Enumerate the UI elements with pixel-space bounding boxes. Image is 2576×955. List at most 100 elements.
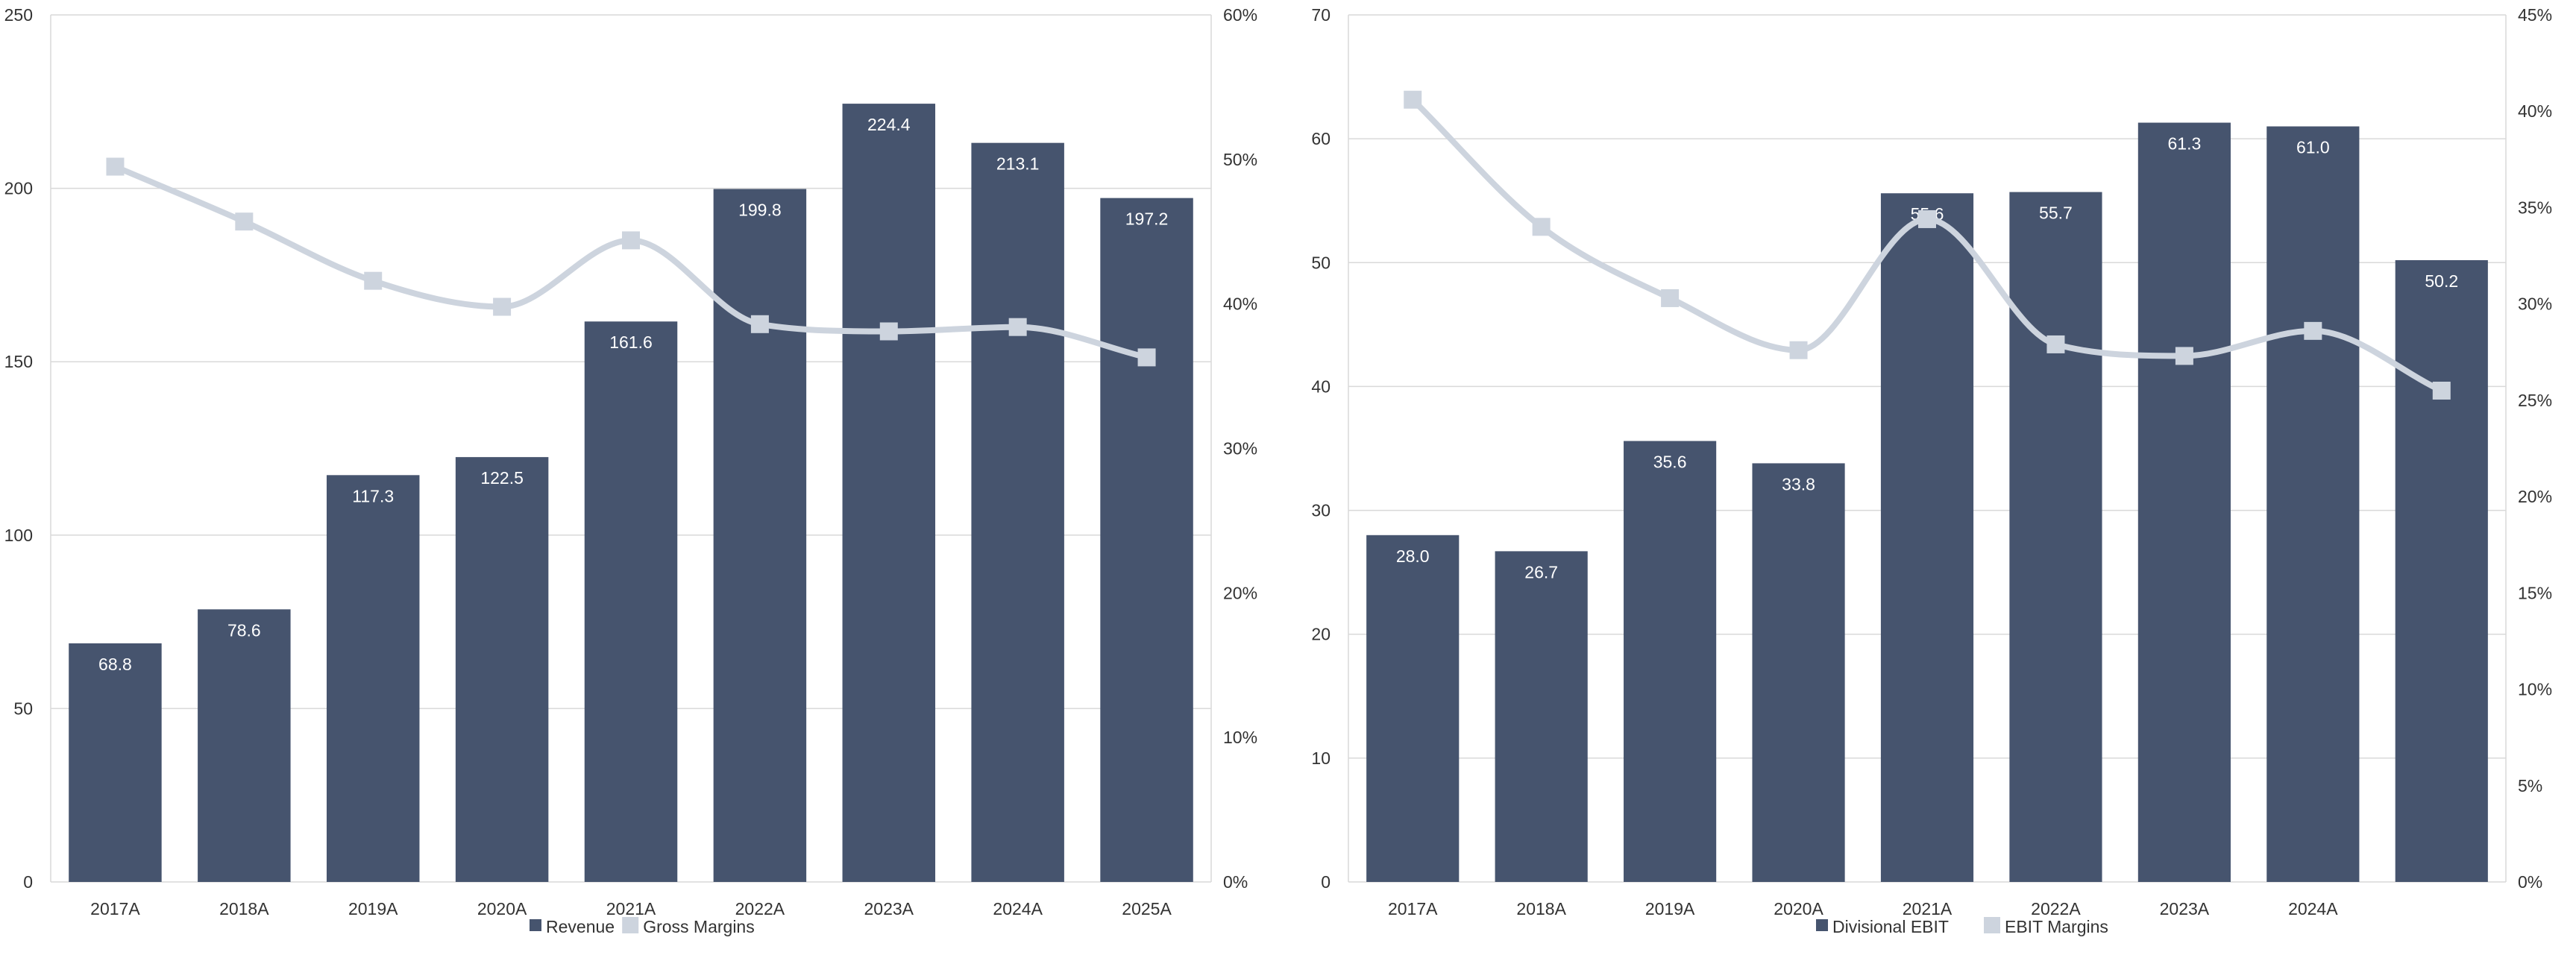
- margin-point-marker: [1008, 318, 1027, 336]
- y-left-tick-label: 10: [1311, 748, 1331, 768]
- margin-point-marker: [1137, 348, 1156, 367]
- x-tick-label: 2018A: [1516, 899, 1566, 918]
- bar: [1100, 198, 1193, 882]
- legend-swatch-line: [622, 917, 639, 933]
- margin-point-marker: [622, 231, 640, 250]
- margin-point-marker: [493, 297, 512, 316]
- legend-label-bar: Revenue: [546, 917, 615, 936]
- x-tick-label: 2020A: [1774, 899, 1823, 918]
- x-tick-label: 2025A: [1122, 899, 1172, 918]
- y-right-tick-label: 10%: [1223, 728, 1257, 747]
- bar: [1624, 441, 1717, 882]
- x-tick-label: 2020A: [477, 899, 527, 918]
- y-right-tick-label: 15%: [2518, 583, 2552, 602]
- legend-swatch-bar: [1816, 919, 1828, 931]
- x-tick-label: 2021A: [606, 899, 656, 918]
- bar: [584, 321, 678, 882]
- y-right-tick-label: 0%: [1223, 872, 1248, 892]
- y-left-tick-label: 50: [13, 699, 33, 718]
- bar: [1752, 463, 1845, 882]
- bar-data-label: 213.1: [996, 154, 1040, 174]
- bar-data-label: 26.7: [1524, 562, 1558, 581]
- legend-label-line: Gross Margins: [643, 917, 755, 936]
- bar-data-label: 55.7: [2039, 204, 2073, 223]
- x-tick-label: 2023A: [2160, 899, 2210, 918]
- y-right-tick-label: 30%: [2518, 294, 2552, 314]
- x-tick-label: 2018A: [219, 899, 269, 918]
- y-right-tick-label: 45%: [2518, 5, 2552, 25]
- margin-point-marker: [1918, 209, 1936, 228]
- margin-point-marker: [235, 212, 254, 231]
- legend-swatch-line: [1984, 917, 2000, 933]
- x-tick-label: 2022A: [735, 899, 785, 918]
- bar: [2266, 126, 2360, 882]
- margin-point-marker: [2304, 321, 2322, 340]
- x-tick-label: 2021A: [1903, 899, 1953, 918]
- bar-data-label: 35.6: [1653, 453, 1687, 472]
- y-left-tick-label: 100: [4, 526, 33, 545]
- bar-data-label: 78.6: [227, 620, 261, 640]
- y-left-tick-label: 30: [1311, 501, 1331, 520]
- bar: [198, 609, 291, 882]
- y-left-tick-label: 20: [1311, 625, 1331, 644]
- y-left-tick-label: 200: [4, 179, 33, 198]
- bar: [326, 475, 420, 882]
- y-left-tick-label: 150: [4, 352, 33, 371]
- x-tick-label: 2019A: [348, 899, 398, 918]
- margin-point-marker: [106, 157, 125, 176]
- x-tick-label: 2019A: [1645, 899, 1695, 918]
- y-left-tick-label: 60: [1311, 129, 1331, 148]
- bar-data-label: 161.6: [609, 332, 653, 352]
- bar: [842, 104, 936, 883]
- bar-data-label: 61.0: [2296, 138, 2330, 157]
- y-right-tick-label: 5%: [2518, 776, 2542, 795]
- x-tick-label: 2017A: [1388, 899, 1438, 918]
- y-right-tick-label: 40%: [2518, 101, 2552, 121]
- y-left-tick-label: 0: [23, 872, 33, 892]
- bar: [971, 142, 1064, 882]
- legend-label-line: EBIT Margins: [2005, 917, 2108, 936]
- bar: [69, 643, 162, 882]
- bar-data-label: 117.3: [352, 486, 394, 505]
- margin-point-marker: [2175, 347, 2193, 365]
- y-right-tick-label: 25%: [2518, 391, 2552, 410]
- x-tick-label: 2024A: [993, 899, 1043, 918]
- y-right-tick-label: 35%: [2518, 198, 2552, 217]
- margin-point-marker: [1661, 289, 1680, 307]
- bar-data-label: 224.4: [867, 115, 911, 134]
- margin-point-marker: [750, 315, 769, 333]
- margin-point-marker: [1404, 90, 1422, 109]
- margin-point-marker: [1532, 218, 1551, 236]
- margin-point-marker: [2046, 335, 2065, 353]
- legend: Revenue Gross Margins: [530, 917, 755, 936]
- y-right-tick-label: 20%: [1223, 583, 1257, 602]
- margin-point-marker: [1789, 341, 1808, 359]
- bar-data-label: 33.8: [1782, 474, 1815, 494]
- bar: [713, 189, 807, 882]
- bar: [1366, 535, 1460, 882]
- legend: Divisional EBIT EBIT Margins: [1816, 917, 2108, 936]
- bar-data-label: 28.0: [1396, 546, 1430, 566]
- bar-data-label: 68.8: [98, 655, 132, 674]
- y-left-tick-label: 50: [1311, 253, 1331, 272]
- y-right-tick-label: 0%: [2518, 872, 2542, 892]
- bar-data-label: 199.8: [738, 201, 782, 220]
- bar-data-label: 50.2: [2425, 271, 2458, 291]
- x-tick-label: 2024A: [2288, 899, 2338, 918]
- y-right-tick-label: 40%: [1223, 294, 1257, 314]
- margin-point-marker: [364, 271, 383, 290]
- bar: [455, 457, 549, 882]
- legend-label-bar: Divisional EBIT: [1832, 917, 1949, 936]
- y-right-tick-label: 20%: [2518, 487, 2552, 506]
- y-left-tick-label: 40: [1311, 376, 1331, 396]
- margin-point-marker: [2432, 381, 2451, 400]
- y-left-tick-label: 0: [1321, 872, 1331, 892]
- bar: [2395, 259, 2488, 882]
- y-right-tick-label: 50%: [1223, 150, 1257, 169]
- bar-data-label: 197.2: [1125, 209, 1169, 229]
- chart-panel-1: 0 50 100 150 200 250 0% 10% 20% 30% 40% 50% 60% 68.8 2…: [4, 5, 1257, 936]
- margin-point-marker: [879, 322, 898, 341]
- y-left-tick-label: 250: [4, 5, 33, 25]
